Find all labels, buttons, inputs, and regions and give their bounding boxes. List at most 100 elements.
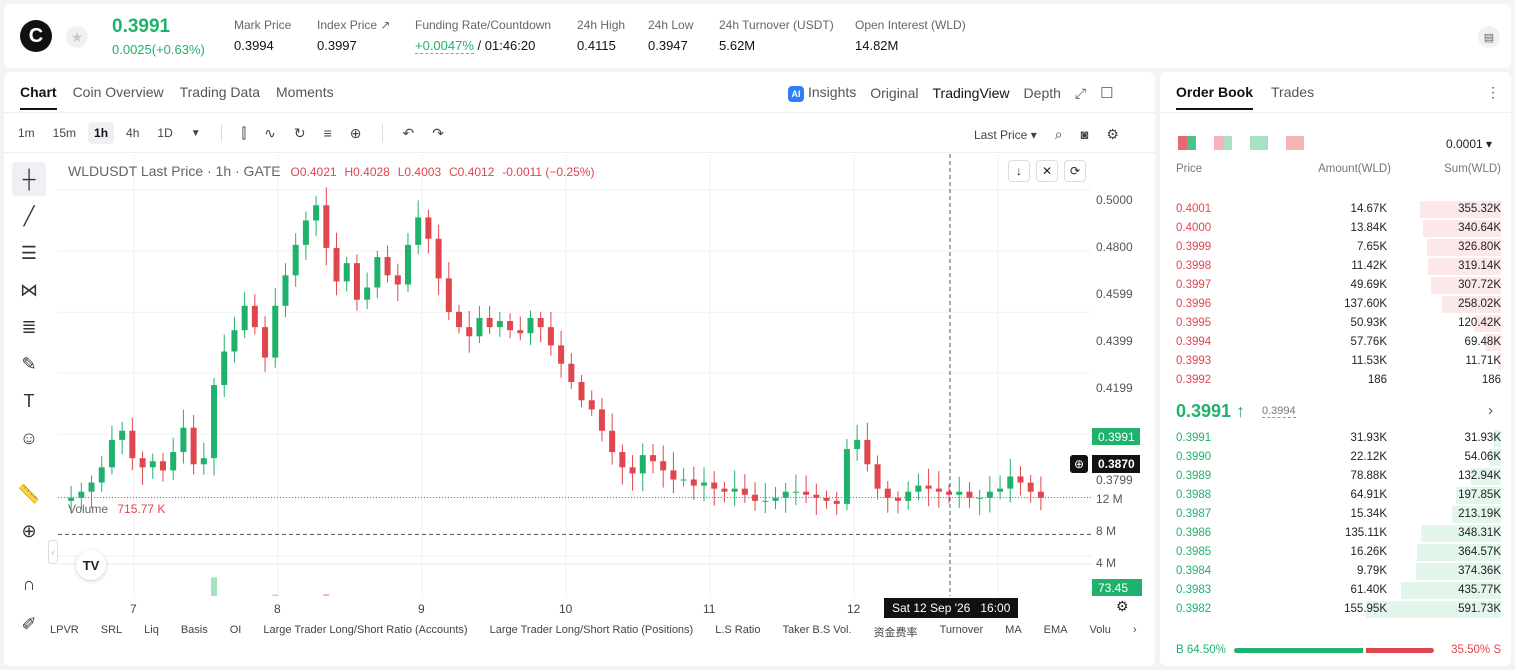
ruler-icon[interactable]: 📏 xyxy=(17,483,41,504)
zoom-icon[interactable]: ⊕ xyxy=(21,520,37,541)
ask-row[interactable]: 0.3997 49.69K 307.72K xyxy=(1160,276,1511,295)
tab-coin-overview[interactable]: Coin Overview xyxy=(72,84,164,100)
refresh-icon[interactable]: ↻ xyxy=(293,124,306,141)
add-indicator-icon[interactable]: ⊕ xyxy=(349,124,362,141)
indicator-tab[interactable]: MA xyxy=(1005,624,1022,636)
indicator-tab[interactable]: L.S Ratio xyxy=(715,624,761,636)
precision-select[interactable]: 0.0001 ▾ xyxy=(1446,137,1493,151)
indicator-tab[interactable]: SRL xyxy=(100,624,123,636)
interval-15m[interactable]: 15m xyxy=(52,126,77,140)
edit-icon[interactable]: ✐ xyxy=(21,613,37,634)
indicator-tab[interactable]: LPVR xyxy=(50,624,79,636)
indicator-tab[interactable]: Large Trader Long/Short Ratio (Accounts) xyxy=(263,624,468,636)
bid-row[interactable]: 0.3985 16.26K 364.57K xyxy=(1160,543,1511,562)
chevron-right-icon[interactable]: › xyxy=(1132,624,1137,636)
candlestick-chart[interactable] xyxy=(58,154,1092,596)
undo-icon[interactable]: ↶ xyxy=(402,124,415,141)
gear-icon[interactable]: ⚙ xyxy=(1106,126,1119,142)
tab-insights[interactable]: AI Insights xyxy=(788,84,856,102)
layout-split-icon[interactable] xyxy=(1214,136,1232,150)
tab-tradingview[interactable]: TradingView xyxy=(932,85,1010,101)
tab-depth[interactable]: Depth xyxy=(1023,85,1061,101)
order-price: 0.3982 xyxy=(1176,603,1212,615)
candle-body xyxy=(476,317,483,337)
trendline-icon[interactable]: ╱ xyxy=(23,205,35,226)
indicators-icon[interactable]: ∿ xyxy=(264,124,276,141)
indicator-tab[interactable]: Turnover xyxy=(939,624,984,636)
bid-row[interactable]: 0.3982 155.95K 591.73K xyxy=(1160,600,1511,619)
bid-row[interactable]: 0.3986 135.11K 348.31K xyxy=(1160,524,1511,543)
notes-icon[interactable]: ▤ xyxy=(1478,26,1500,48)
tab-order-book[interactable]: Order Book xyxy=(1176,84,1254,110)
chevron-down-icon[interactable]: ▼ xyxy=(190,127,201,139)
text-icon[interactable]: T xyxy=(23,390,35,411)
fib-icon[interactable]: ≣ xyxy=(21,316,37,337)
layout-icon[interactable]: ⟳ xyxy=(1064,160,1086,182)
fullscreen-icon[interactable]: ✕ xyxy=(1036,160,1058,182)
indicator-tab[interactable]: Basis xyxy=(180,624,208,636)
interval-1h[interactable]: 1h xyxy=(88,122,115,144)
magnet-icon[interactable]: ∩ xyxy=(22,573,36,594)
order-price: 0.3985 xyxy=(1176,546,1212,558)
brush-icon[interactable]: ✎ xyxy=(21,353,37,374)
window-icon[interactable]: ☐ xyxy=(1100,85,1114,102)
price-type-select[interactable]: Last Price ▾ xyxy=(974,127,1037,142)
axis-settings-icon[interactable]: ⚙ xyxy=(1116,598,1129,614)
chevron-right-icon[interactable]: › xyxy=(1488,402,1493,419)
indicator-tab[interactable]: EMA xyxy=(1043,624,1068,636)
ask-row[interactable]: 0.3994 57.76K 69.48K xyxy=(1160,333,1511,352)
camera-icon[interactable]: ◙ xyxy=(1080,127,1089,142)
indicator-tab[interactable]: Volu xyxy=(1089,624,1111,636)
stat-index-price[interactable]: Index Price ↗ 0.3997 xyxy=(317,18,391,53)
ask-row[interactable]: 0.3998 11.42K 319.14K xyxy=(1160,257,1511,276)
crosshair-icon[interactable]: ┼ xyxy=(12,162,46,196)
bid-row[interactable]: 0.3991 31.93K 31.93K xyxy=(1160,429,1511,448)
expand-icon[interactable]: ⤢ xyxy=(1074,84,1087,101)
star-icon[interactable]: ★ xyxy=(66,26,88,48)
indicator-tab[interactable]: Large Trader Long/Short Ratio (Positions… xyxy=(489,624,694,636)
bid-row[interactable]: 0.3987 15.34K 213.19K xyxy=(1160,505,1511,524)
candle-body xyxy=(313,205,320,221)
search-icon[interactable]: ⌕ xyxy=(1054,126,1063,142)
ask-row[interactable]: 0.3995 50.93K 120.42K xyxy=(1160,314,1511,333)
add-alert-icon[interactable]: ⊕ xyxy=(1070,455,1088,473)
tab-trading-data[interactable]: Trading Data xyxy=(179,84,261,100)
indicator-tab[interactable]: 资金费率 xyxy=(873,627,918,639)
collapse-icon[interactable]: ↓ xyxy=(1008,160,1030,182)
pattern-icon[interactable]: ⋈ xyxy=(20,279,38,300)
template-icon[interactable]: ≡ xyxy=(323,125,332,141)
ask-row[interactable]: 0.4001 14.67K 355.32K xyxy=(1160,200,1511,219)
interval-1m[interactable]: 1m xyxy=(18,126,35,140)
indicator-tab[interactable]: Liq xyxy=(144,624,159,636)
ask-row[interactable]: 0.3996 137.60K 258.02K xyxy=(1160,295,1511,314)
redo-icon[interactable]: ↷ xyxy=(432,124,444,141)
tab-chart[interactable]: Chart xyxy=(20,84,57,110)
bid-row[interactable]: 0.3990 22.12K 54.06K xyxy=(1160,448,1511,467)
ask-row[interactable]: 0.3993 11.53K 11.71K xyxy=(1160,352,1511,371)
interval-4h[interactable]: 4h xyxy=(126,126,140,140)
tab-trades[interactable]: Trades xyxy=(1271,84,1315,100)
bid-row[interactable]: 0.3988 64.91K 197.85K xyxy=(1160,486,1511,505)
layout-asks-icon[interactable] xyxy=(1286,136,1304,150)
more-icon[interactable]: ⋮ xyxy=(1486,84,1500,100)
candle-type-icon[interactable]: ⫿ xyxy=(241,124,247,141)
tab-original[interactable]: Original xyxy=(870,85,919,101)
ask-row[interactable]: 0.3992 186 186 xyxy=(1160,371,1511,390)
layout-both-icon[interactable] xyxy=(1178,136,1196,150)
bid-row[interactable]: 0.3983 61.40K 435.77K xyxy=(1160,581,1511,600)
indicator-tab[interactable]: Taker B.S Vol. xyxy=(782,624,852,636)
bid-row[interactable]: 0.3984 9.79K 374.36K xyxy=(1160,562,1511,581)
tab-moments[interactable]: Moments xyxy=(276,84,334,100)
candle-body xyxy=(129,430,136,459)
interval-1d[interactable]: 1D xyxy=(157,126,173,140)
bid-row[interactable]: 0.3989 78.88K 132.94K xyxy=(1160,467,1511,486)
ask-row[interactable]: 0.3999 7.65K 326.80K xyxy=(1160,238,1511,257)
collapse-toolbar-icon[interactable]: ‹ xyxy=(48,540,58,564)
layout-bids-icon[interactable] xyxy=(1250,136,1268,150)
horizontal-lines-icon[interactable]: ☰ xyxy=(20,242,38,263)
crosshair-price-tag: 0.3870 xyxy=(1092,455,1140,473)
stat-funding[interactable]: Funding Rate/Countdown +0.0047% / 01:46:2… xyxy=(415,18,552,54)
indicator-tab[interactable]: OI xyxy=(229,624,242,636)
ask-row[interactable]: 0.4000 13.84K 340.64K xyxy=(1160,219,1511,238)
emoji-icon[interactable]: ☺ xyxy=(19,427,39,448)
